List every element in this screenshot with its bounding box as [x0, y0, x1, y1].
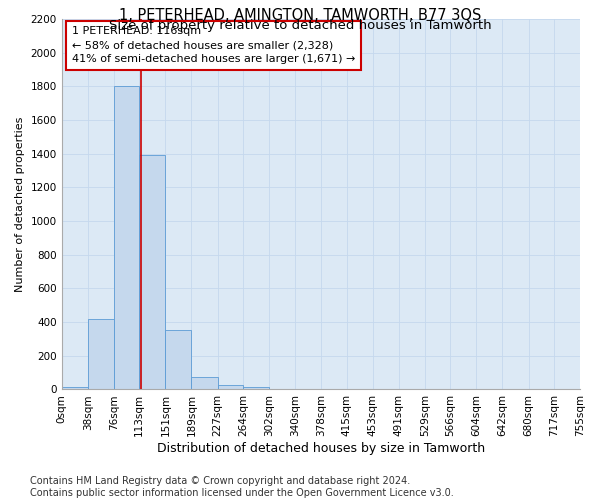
Bar: [62, 387, 88, 390]
Text: Size of property relative to detached houses in Tamworth: Size of property relative to detached ho…: [109, 18, 491, 32]
Bar: [88, 318, 114, 390]
Text: Contains HM Land Registry data © Crown copyright and database right 2024.
Contai: Contains HM Land Registry data © Crown c…: [30, 476, 454, 498]
Text: 1 PETERHEAD: 116sqm
← 58% of detached houses are smaller (2,328)
41% of semi-det: 1 PETERHEAD: 116sqm ← 58% of detached ho…: [72, 26, 355, 64]
Y-axis label: Number of detached properties: Number of detached properties: [15, 116, 25, 292]
Bar: [218, 385, 243, 390]
Bar: [114, 86, 139, 390]
Bar: [243, 387, 269, 390]
Bar: [166, 330, 191, 390]
Bar: [191, 377, 218, 390]
X-axis label: Distribution of detached houses by size in Tamworth: Distribution of detached houses by size …: [157, 442, 485, 455]
Bar: [139, 156, 166, 390]
Text: 1, PETERHEAD, AMINGTON, TAMWORTH, B77 3QS: 1, PETERHEAD, AMINGTON, TAMWORTH, B77 3Q…: [119, 8, 481, 22]
